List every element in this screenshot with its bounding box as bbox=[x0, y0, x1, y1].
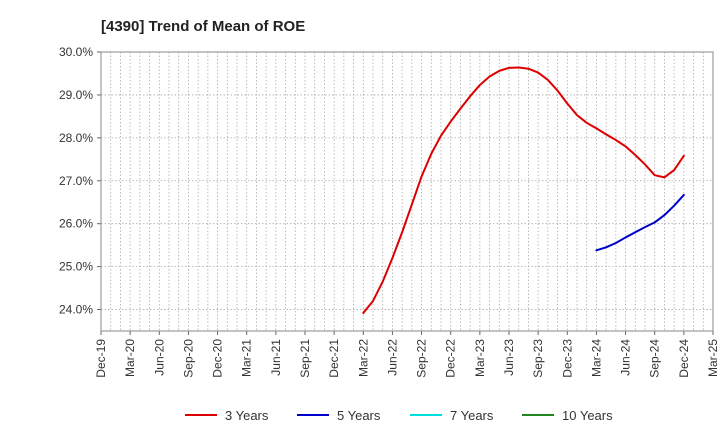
x-tick-label: Mar-20 bbox=[123, 339, 137, 377]
x-tick-label: Jun-24 bbox=[619, 339, 633, 376]
series-line-3-years bbox=[362, 66, 685, 314]
x-tick-label: Dec-20 bbox=[211, 339, 225, 378]
x-tick-label: Mar-25 bbox=[706, 339, 720, 377]
y-tick-label: 26.0% bbox=[59, 217, 93, 231]
y-tick-label: 25.0% bbox=[59, 260, 93, 274]
x-tick-label: Jun-21 bbox=[269, 339, 283, 376]
x-tick-label: Dec-19 bbox=[94, 339, 108, 378]
x-tick-label: Jun-23 bbox=[502, 339, 516, 376]
plot-frame bbox=[100, 51, 714, 332]
x-tick-label: Sep-24 bbox=[648, 339, 662, 378]
x-tick-label: Mar-24 bbox=[589, 339, 603, 377]
y-tick-label: 29.0% bbox=[59, 88, 93, 102]
x-tick-label: Dec-23 bbox=[560, 339, 574, 378]
x-axis-ticks: Dec-19 Mar-20 Jun-20 Sep-20 Dec-20 Mar-21 Jun-… bbox=[94, 331, 720, 378]
x-tick-label: Sep-20 bbox=[181, 339, 195, 378]
legend-label-10-years: 10 Years bbox=[562, 408, 613, 423]
x-tick-label: Mar-22 bbox=[356, 339, 370, 377]
y-tick-label: 30.0% bbox=[59, 45, 93, 59]
chart-title: [4390] Trend of Mean of ROE bbox=[101, 18, 305, 35]
y-tick-label: 24.0% bbox=[59, 303, 93, 317]
x-tick-label: Sep-21 bbox=[298, 339, 312, 378]
x-tick-label: Mar-21 bbox=[240, 339, 254, 377]
grid-layer bbox=[100, 51, 714, 331]
legend-label-5-years: 5 Years bbox=[337, 408, 381, 423]
x-tick-label: Sep-23 bbox=[531, 339, 545, 378]
series-layer bbox=[362, 66, 685, 314]
x-tick-label: Dec-21 bbox=[327, 339, 341, 378]
legend-label-7-years: 7 Years bbox=[450, 408, 494, 423]
y-tick-label: 27.0% bbox=[59, 174, 93, 188]
series-line-5-years bbox=[595, 193, 685, 252]
legend-label-3-years: 3 Years bbox=[225, 408, 269, 423]
legend: 3 Years 5 Years 7 Years 10 Years bbox=[185, 408, 613, 423]
y-tick-label: 28.0% bbox=[59, 131, 93, 145]
x-tick-label: Dec-22 bbox=[444, 339, 458, 378]
x-tick-label: Jun-20 bbox=[152, 339, 166, 376]
x-tick-label: Jun-22 bbox=[385, 339, 399, 376]
x-tick-label: Sep-22 bbox=[415, 339, 429, 378]
x-tick-label: Mar-23 bbox=[473, 339, 487, 377]
y-axis-ticks: 24.0% 25.0% 26.0% 27.0% 28.0% 29.0% 30.0% bbox=[59, 45, 101, 317]
x-tick-label: Dec-24 bbox=[677, 339, 691, 378]
